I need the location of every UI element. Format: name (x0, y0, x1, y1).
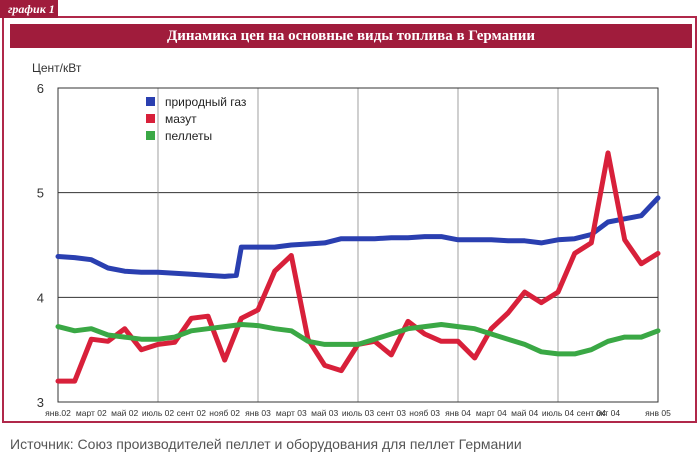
legend-label: природный газ (165, 95, 247, 109)
x-tick-label: нояб 02 (209, 408, 240, 418)
y-tick-label: 3 (37, 395, 44, 410)
y-tick-label: 4 (37, 290, 44, 305)
x-tick-label: май 02 (111, 408, 138, 418)
x-tick-label: сент 04 (577, 408, 607, 418)
x-tick-label: март 02 (76, 408, 107, 418)
legend-label: пеллеты (165, 129, 212, 143)
legend-swatch (146, 97, 155, 106)
x-tick-label: июль 03 (342, 408, 374, 418)
x-tick-label: янв 03 (245, 408, 271, 418)
legend-swatch (146, 131, 155, 140)
y-axis-label: Цент/кВт (32, 61, 82, 75)
plot-border (57, 87, 659, 403)
legend-label: мазут (165, 112, 197, 126)
source-note: Источник: Союз производителей пеллет и о… (10, 436, 522, 452)
chart-title: Динамика цен на основные виды топлива в … (10, 24, 692, 48)
legend: природный газ мазут пеллеты (146, 95, 247, 143)
x-tick-label: нояб 03 (409, 408, 440, 418)
y-tick-label: 6 (37, 81, 44, 96)
x-tick-label: янв 04 (445, 408, 471, 418)
x-tick-label: май 03 (311, 408, 338, 418)
x-tick-label: окт 04 (596, 408, 621, 418)
series-line-3 (55, 322, 661, 357)
x-tick-label: июль 02 (142, 408, 174, 418)
x-tick-label: янв 05 (645, 408, 671, 418)
series-line-1 (55, 195, 661, 279)
x-tick-label: сент 02 (177, 408, 207, 418)
x-tick-label: июль 04 (542, 408, 574, 418)
x-tick-label: март 03 (276, 408, 307, 418)
x-tick-label: сент 03 (377, 408, 407, 418)
figure-tag: график 1 (0, 0, 58, 18)
legend-swatch (146, 114, 155, 123)
y-tick-label: 5 (37, 186, 44, 201)
x-tick-label: март 04 (476, 408, 507, 418)
x-tick-label: янв.02 (45, 408, 71, 418)
x-tick-label: май 04 (511, 408, 538, 418)
series-layer (55, 150, 661, 384)
